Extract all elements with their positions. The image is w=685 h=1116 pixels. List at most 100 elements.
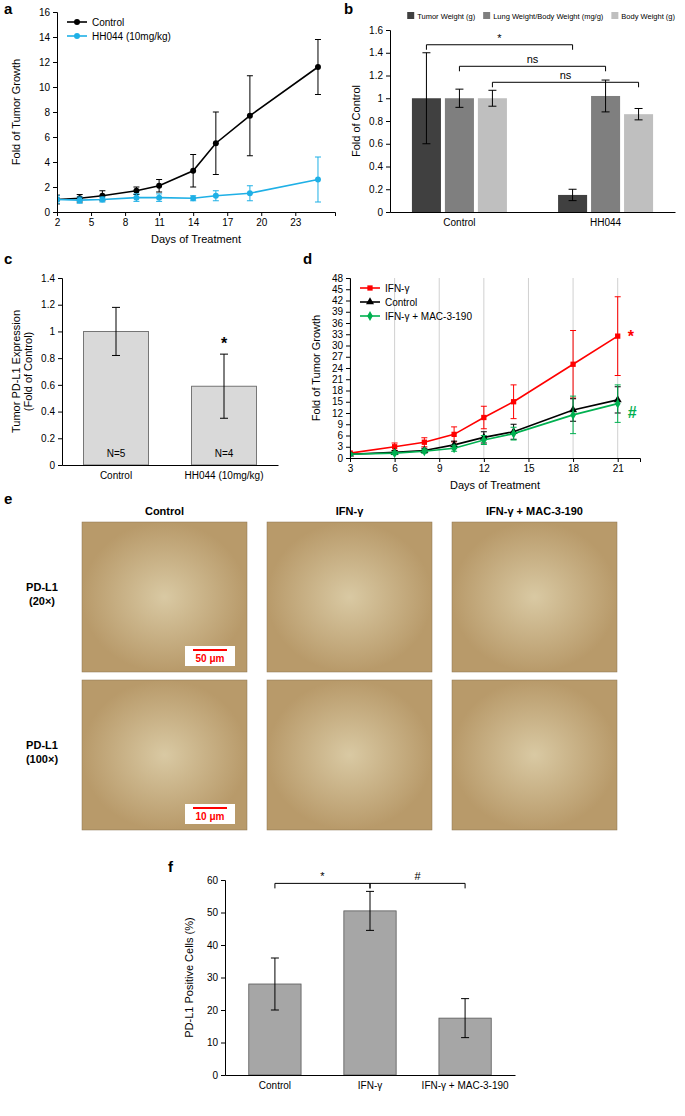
error-bar: [112, 307, 120, 355]
row-label: PD-L1: [26, 581, 58, 593]
error-bar: [635, 108, 643, 119]
y-axis-tick-mark: [58, 412, 62, 413]
series-line: [350, 404, 618, 455]
y-axis: 00.20.40.60.811.21.41.6: [369, 25, 390, 218]
y-axis-tick-label: 10: [207, 1037, 219, 1048]
y-axis-tick-mark: [58, 331, 62, 332]
y-axis-tick-label: 39: [332, 306, 344, 317]
x-axis-tick-label: 23: [290, 217, 302, 228]
y-axis-tick-label: 14: [39, 32, 51, 43]
plot-area: [412, 53, 653, 212]
y-axis-tick: 0: [49, 460, 62, 471]
x-axis-tick-label: 15: [523, 463, 535, 474]
x-axis-tick: 23: [290, 212, 302, 228]
panel-label: f: [168, 858, 174, 875]
y-axis-tick-mark: [346, 334, 350, 335]
error-bar: [156, 180, 162, 193]
y-axis-tick: 30: [332, 340, 350, 351]
y-axis-tick-mark: [346, 312, 350, 313]
y-axis-tick-label: 50: [207, 907, 219, 918]
y-axis-tick-mark: [53, 162, 57, 163]
y-axis-tick-label: 0.2: [369, 184, 383, 195]
legend-marker: [74, 19, 80, 25]
marker: [481, 415, 486, 420]
y-axis-tick-label: 30: [332, 340, 344, 351]
series-line: [350, 336, 618, 453]
marker: [451, 432, 456, 437]
panel-label: a: [4, 0, 13, 17]
y-axis-tick: 14: [39, 32, 57, 43]
plot-area: [350, 297, 622, 458]
series-line: [57, 180, 318, 201]
y-axis-tick-label: 0: [44, 207, 50, 218]
error-bar: [569, 189, 577, 200]
x-axis-tick: 2: [55, 212, 61, 228]
x-axis-tick-label: 2: [55, 217, 61, 228]
y-axis-tick-mark: [386, 76, 390, 77]
panel-e: eControlIFN-γIFN-γ + MAC-3-190PD-L1(20×)…: [4, 490, 617, 830]
y-axis-tick-label: 60: [207, 875, 219, 886]
scale-bar: [193, 649, 227, 651]
y-axis-tick-mark: [386, 212, 390, 213]
y-axis-tick: 1.4: [41, 273, 62, 284]
y-axis-tick-mark: [53, 87, 57, 88]
x-axis-tick-mark: [227, 212, 228, 216]
y-axis: 0246810121416: [39, 7, 58, 218]
marker: [511, 429, 517, 439]
y-axis-tick-label: 0.6: [369, 138, 383, 149]
error-bar: [190, 155, 196, 188]
y-axis-tick-mark: [53, 37, 57, 38]
error-bar: [481, 436, 487, 445]
y-axis-tick-label: 1.6: [369, 25, 383, 36]
x-axis-tick-label: 6: [392, 463, 398, 474]
micrograph: [82, 522, 247, 672]
y-axis-tick: 0: [44, 207, 57, 218]
marker: [247, 190, 253, 196]
error-bar: [247, 76, 253, 156]
y-axis-tick-mark: [346, 436, 350, 437]
y-axis-tick-mark: [58, 278, 62, 279]
x-axis-tick: 11: [154, 212, 165, 228]
x-axis-tick-label: 21: [613, 463, 625, 474]
marker: [511, 399, 516, 404]
x-axis-tick: Control: [443, 212, 475, 228]
legend-label: HH044 (10mg/kg): [92, 31, 171, 42]
significance-label: ns: [527, 53, 539, 65]
x-axis-tick: 5: [89, 212, 95, 228]
significance-label: ns: [560, 69, 572, 81]
y-axis-tick: 24: [332, 363, 350, 374]
x-axis-tick-mark: [528, 458, 529, 462]
x-axis-tick: 21: [613, 458, 625, 474]
y-axis-tick: 0: [377, 207, 390, 218]
legend-label: IFN-γ + MAC-3-190: [385, 311, 472, 322]
y-axis-tick-label: 42: [332, 295, 344, 306]
x-axis-tick-mark: [159, 212, 160, 216]
y-axis-tick-label: 0: [212, 1070, 218, 1081]
y-axis-title: Tumor PD-L1 Expression: [10, 310, 22, 433]
x-axis-tick: 12: [479, 458, 491, 474]
error-bar: [455, 89, 463, 107]
x-axis-tick-mark: [295, 212, 296, 216]
marker: [190, 168, 196, 174]
error-bar: [315, 40, 321, 95]
panel-label: b: [344, 0, 353, 17]
legend-label: Body Weight (g): [621, 12, 675, 21]
y-axis-tick-mark: [346, 368, 350, 369]
significance-bracket: [275, 883, 370, 888]
marker: [247, 113, 253, 119]
y-axis-tick: 30: [207, 972, 225, 983]
y-axis-tick-mark: [346, 391, 350, 392]
y-axis-tick-label: 36: [332, 318, 344, 329]
x-axis-tick-label: 18: [568, 463, 580, 474]
y-axis-tick-mark: [346, 413, 350, 414]
marker: [570, 410, 576, 420]
y-axis-tick: 0.6: [41, 380, 62, 391]
marker: [570, 362, 575, 367]
y-axis-tick: 9: [337, 419, 350, 430]
column-header: IFN-γ: [336, 505, 364, 517]
legend-marker: [367, 285, 372, 290]
legend-label: IFN-γ: [385, 283, 409, 294]
series-line: [57, 67, 318, 200]
panel-label: e: [4, 490, 12, 507]
y-axis-tick: 0: [212, 1070, 225, 1081]
